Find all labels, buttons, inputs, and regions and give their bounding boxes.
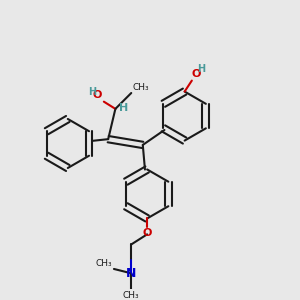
Text: O: O: [142, 228, 152, 238]
Text: CH₃: CH₃: [133, 82, 149, 91]
Text: N: N: [126, 267, 136, 280]
Text: CH₃: CH₃: [123, 291, 140, 300]
Text: H: H: [198, 64, 206, 74]
Text: H: H: [119, 103, 128, 113]
Text: O: O: [192, 69, 201, 80]
Text: CH₃: CH₃: [96, 259, 112, 268]
Text: H: H: [88, 87, 96, 97]
Text: O: O: [92, 90, 101, 100]
